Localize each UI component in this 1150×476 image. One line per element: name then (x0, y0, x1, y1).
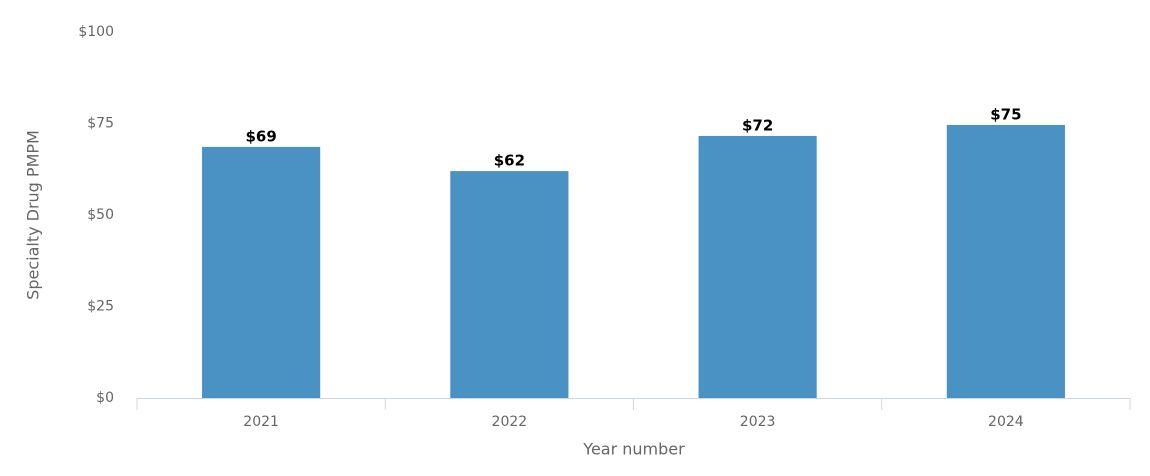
bar (698, 135, 817, 398)
data-label: $62 (494, 152, 525, 170)
x-tick-label: 2023 (740, 414, 776, 430)
y-axis-title: Specialty Drug PMPM (24, 130, 43, 300)
x-tick-label: 2021 (243, 414, 279, 430)
y-tick-label: $100 (78, 24, 114, 40)
x-tick-label: 2024 (988, 414, 1024, 430)
y-tick-label: $75 (87, 116, 114, 132)
data-label: $69 (245, 127, 276, 145)
data-label: $75 (990, 105, 1021, 123)
x-axis-title: Year number (582, 440, 685, 459)
x-tick-label: 2022 (492, 414, 528, 430)
y-tick-label: $0 (96, 390, 114, 406)
bar (946, 124, 1065, 399)
bar (202, 146, 321, 398)
bar (450, 171, 569, 398)
y-tick-label: $25 (87, 299, 114, 315)
data-label: $72 (742, 116, 773, 134)
y-tick-label: $50 (87, 207, 114, 223)
